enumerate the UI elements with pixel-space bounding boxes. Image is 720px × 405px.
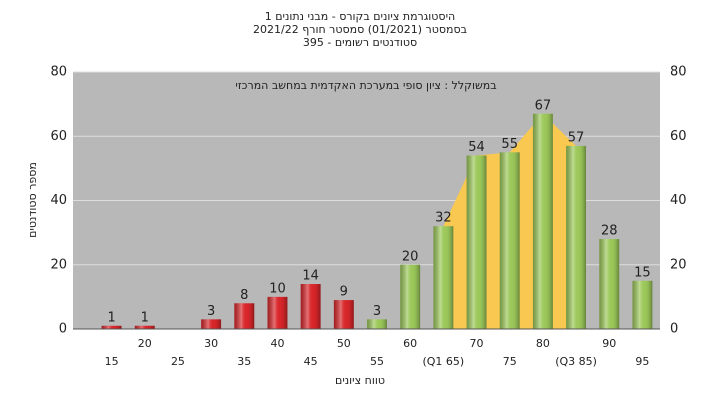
x-tick-label: 25: [171, 355, 185, 368]
x-tick-label: 30: [204, 337, 218, 350]
bar-shade: [566, 145, 587, 329]
x-tick-label: (Q1 65): [422, 355, 464, 368]
annotation: במשוקלל : ציון סופי במערכת האקדמית במחשב…: [235, 79, 496, 92]
y-axis-label: מספר סטודנטים: [26, 162, 39, 238]
data-label: 20: [402, 249, 419, 264]
x-tick-label: 35: [237, 355, 251, 368]
bar-shade: [267, 296, 288, 329]
data-label: 1: [141, 310, 149, 325]
x-axis-label: טווח ציונים: [335, 374, 385, 387]
bar-shade: [400, 264, 421, 329]
x-tick-label: 75: [503, 355, 517, 368]
data-label: 3: [207, 304, 215, 319]
y-tick-label: 60: [670, 129, 687, 144]
x-tick-label: 20: [138, 337, 152, 350]
bar-shade: [201, 319, 222, 329]
x-tick-label: 70: [470, 337, 484, 350]
data-label: 15: [634, 265, 651, 280]
x-tick-label: 50: [337, 337, 351, 350]
y-tick-label: 40: [50, 193, 67, 208]
y-tick-label: 40: [670, 193, 687, 208]
bar-shade: [367, 319, 387, 329]
data-label: 1: [107, 310, 115, 325]
y-tick-label: 60: [50, 129, 67, 144]
x-tick-label: 45: [304, 355, 318, 368]
y-tick-label: 20: [50, 257, 67, 272]
y-tick-label: 20: [670, 257, 687, 272]
chart-subtitle: בסמסטר (01/2021) סמסטר חורף 2021/22: [253, 23, 467, 36]
x-tick-label: (Q3 85): [555, 355, 597, 368]
bar-shade: [532, 113, 553, 329]
data-label: 10: [269, 281, 286, 296]
x-tick-label: 40: [270, 337, 284, 350]
data-label: 28: [601, 224, 618, 239]
y-tick-label: 80: [50, 65, 67, 80]
x-tick-label: 80: [536, 337, 550, 350]
x-tick-label: 95: [635, 355, 649, 368]
x-tick-label: 60: [403, 337, 417, 350]
chart-subtitle: סטודנטים רשומים - 395: [303, 36, 417, 49]
data-label: 57: [568, 130, 585, 145]
y-tick-label: 80: [670, 65, 687, 80]
bar-shade: [499, 152, 520, 329]
bar-shade: [333, 300, 354, 329]
data-label: 32: [435, 211, 452, 226]
data-label: 3: [373, 304, 381, 319]
x-tick-label: 15: [105, 355, 119, 368]
bar-shade: [599, 239, 620, 329]
data-label: 14: [302, 269, 319, 284]
chart-title: היסטוגרמת ציונים בקורס - מבני נתונים 1: [265, 10, 455, 23]
y-tick-label: 0: [670, 322, 678, 337]
bar-shade: [466, 155, 487, 329]
y-tick-label: 0: [59, 322, 67, 337]
data-label: 67: [535, 98, 552, 113]
x-tick-label: 55: [370, 355, 384, 368]
data-label: 9: [340, 285, 348, 300]
bar-shade: [300, 284, 321, 329]
bar-shade: [101, 325, 122, 329]
bar-shade: [632, 280, 653, 329]
x-tick-label: 90: [602, 337, 616, 350]
data-label: 54: [468, 140, 485, 155]
data-label: 8: [240, 288, 248, 303]
bar-shade: [433, 226, 454, 329]
bar-shade: [234, 303, 255, 329]
data-label: 55: [501, 137, 518, 152]
bar-shade: [134, 325, 155, 329]
